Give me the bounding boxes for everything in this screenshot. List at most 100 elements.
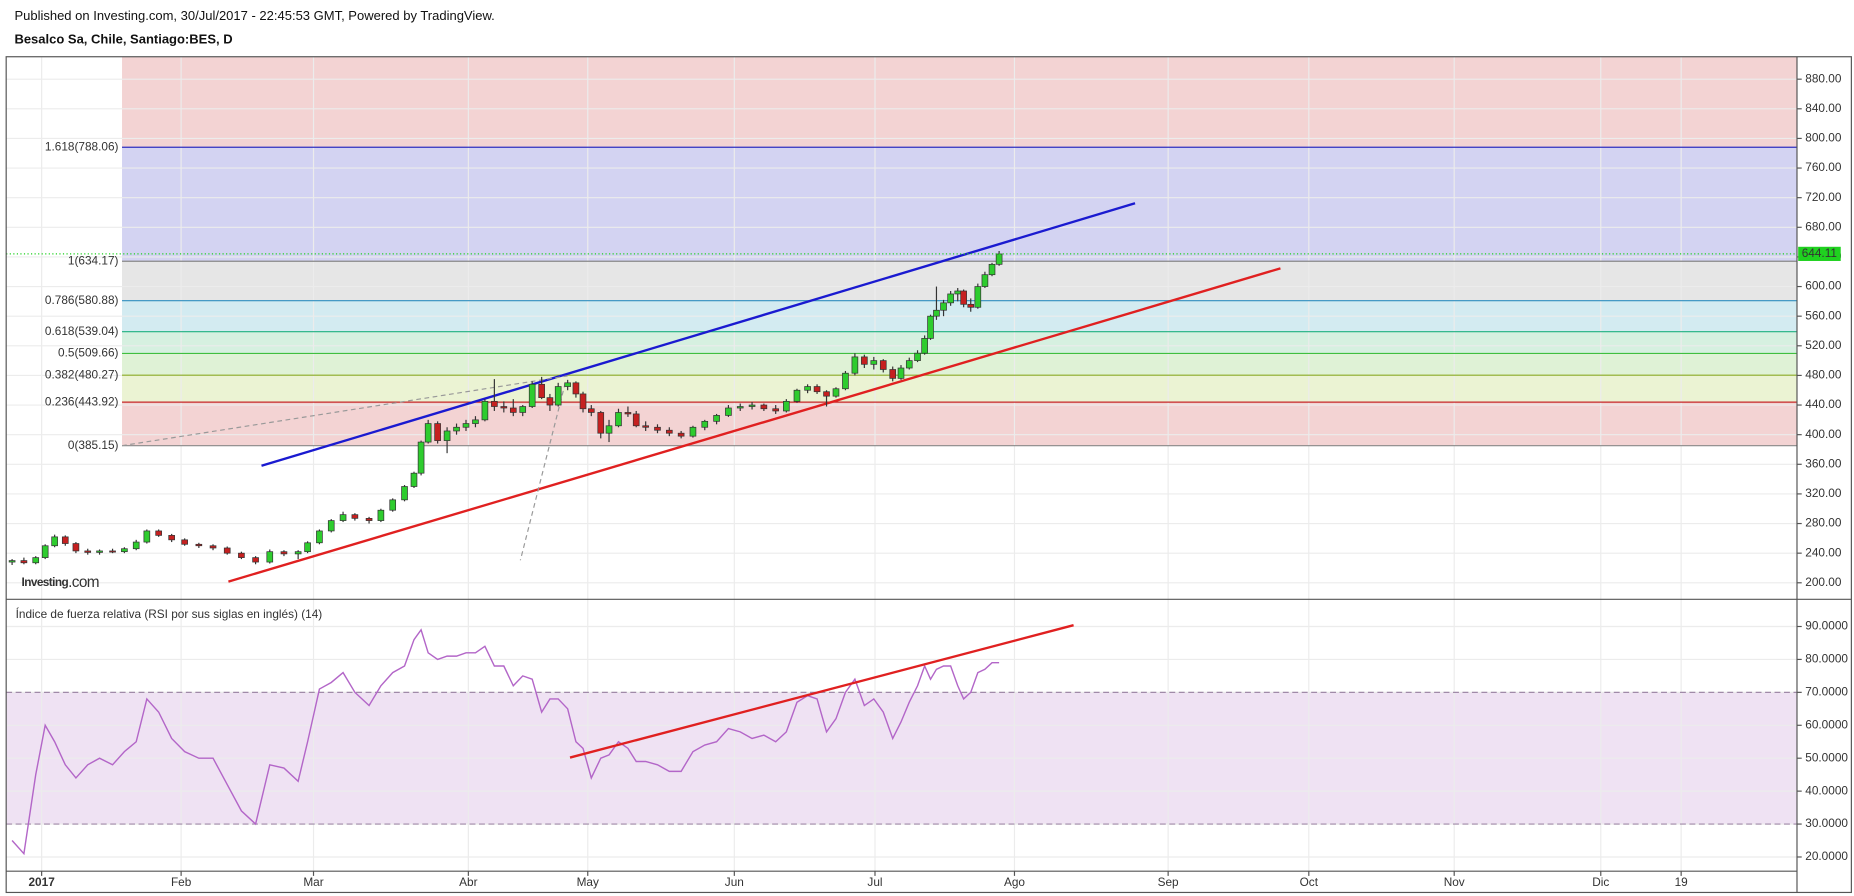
candle-body xyxy=(960,290,967,305)
candle-body xyxy=(181,539,188,545)
candle-body xyxy=(351,514,359,519)
candle-body xyxy=(195,543,203,547)
candle-body xyxy=(316,530,323,544)
candle-body xyxy=(472,419,479,424)
candle-body xyxy=(572,382,580,395)
candle-body xyxy=(223,547,231,554)
y-tick-label: 80.0000 xyxy=(1805,652,1848,666)
candle-body xyxy=(760,404,768,410)
candle-body xyxy=(579,393,587,410)
fib-label: 0(385.15) xyxy=(68,438,119,452)
candle-body xyxy=(748,404,756,407)
candle-body xyxy=(793,389,801,402)
candle-body xyxy=(500,406,508,409)
frame xyxy=(5,56,1852,894)
candle-body xyxy=(914,352,921,361)
published-note: Published on Investing.com, 30/Jul/2017 … xyxy=(14,8,494,23)
y-tick-label: 560.00 xyxy=(1805,308,1842,322)
x-tick-label: Ago xyxy=(1004,875,1025,889)
candle-body xyxy=(389,499,397,511)
candle-body xyxy=(327,520,335,532)
fib-top-band xyxy=(122,56,1797,148)
candle-body xyxy=(410,472,418,487)
candle-body xyxy=(879,360,887,370)
candle-body xyxy=(804,386,811,391)
candle-body xyxy=(642,425,649,428)
x-tick-label: Abr xyxy=(459,875,477,889)
candle-body xyxy=(897,367,905,379)
panel-title: Índice de fuerza relativa (RSI por sus s… xyxy=(16,607,323,621)
trendline xyxy=(569,624,1074,759)
candle-body xyxy=(632,413,640,427)
candle-body xyxy=(96,550,103,553)
last-price-box xyxy=(1798,246,1841,261)
y-tick-label: 320.00 xyxy=(1805,486,1842,500)
candle-body xyxy=(209,545,217,549)
candle-body xyxy=(701,420,709,428)
fib-label: 0.618(539.04) xyxy=(45,324,119,338)
plot-layer: 200.00 240.00 280.00 320.00 360.00 400.00 440.… xyxy=(6,56,1848,889)
y-tick-label: 600.00 xyxy=(1805,279,1842,293)
rsi-line xyxy=(11,628,1000,856)
candle-body xyxy=(851,356,859,374)
x-tick-label: Jul xyxy=(867,875,882,889)
x-tick-label: Jun xyxy=(725,875,744,889)
candle-body xyxy=(304,542,311,553)
candle-body xyxy=(842,372,849,390)
candle-body xyxy=(905,360,913,369)
x-tick-label: 19 xyxy=(1675,875,1689,889)
y-tick-label: 30.0000 xyxy=(1805,816,1848,830)
candle-body xyxy=(546,397,554,406)
x-tick-label: Dic xyxy=(1592,875,1609,889)
candle-body xyxy=(143,530,151,543)
symbol-title: Besalco Sa, Chile, Santiago:BES, D xyxy=(14,32,232,47)
candle-body xyxy=(981,274,989,287)
candle-body xyxy=(666,429,673,434)
candle-body xyxy=(519,406,527,413)
candle-body xyxy=(832,388,840,397)
candle-body xyxy=(554,386,562,406)
candle-body xyxy=(783,400,790,412)
candle-body xyxy=(927,315,934,339)
candle-body xyxy=(294,551,302,555)
watermark-name: Investing xyxy=(22,575,69,589)
candle-body xyxy=(713,415,720,422)
candle-body xyxy=(736,406,744,409)
candle-body xyxy=(20,560,28,564)
fib-label: 0.786(580.88) xyxy=(45,293,119,307)
y-tick-label: 880.00 xyxy=(1805,71,1842,85)
watermark-suffix: .com xyxy=(68,574,99,591)
candle-body xyxy=(481,400,489,421)
candle-body xyxy=(677,432,685,437)
candle-body xyxy=(689,426,697,437)
x-tick-label: May xyxy=(577,875,599,889)
candle-body xyxy=(365,518,373,521)
candle-body xyxy=(168,535,175,541)
candle-body xyxy=(889,369,897,379)
candle-body xyxy=(605,425,613,434)
trendline xyxy=(261,202,1136,467)
candle-body xyxy=(940,302,947,311)
y-tick-label: 360.00 xyxy=(1805,456,1842,470)
candle-body xyxy=(823,391,830,397)
trendline xyxy=(121,375,568,447)
candle-body xyxy=(238,552,245,558)
fib-label: 0.5(509.66) xyxy=(58,346,118,360)
candle-body xyxy=(280,551,288,555)
candle-body xyxy=(434,423,441,441)
candle-body xyxy=(995,253,1003,265)
candle-body xyxy=(51,536,58,547)
candle-body xyxy=(453,426,460,432)
candle-body xyxy=(528,383,536,407)
y-tick-label: 240.00 xyxy=(1805,545,1842,559)
candle-body xyxy=(339,514,347,521)
y-tick-label: 800.00 xyxy=(1805,131,1842,145)
x-tick-label: Nov xyxy=(1444,875,1465,889)
candle-body xyxy=(72,543,80,552)
y-tick-label: 60.0000 xyxy=(1805,717,1848,731)
candle-body xyxy=(61,536,69,544)
candle-body xyxy=(132,541,140,550)
candle-body xyxy=(41,545,49,558)
candle-body xyxy=(109,550,116,553)
